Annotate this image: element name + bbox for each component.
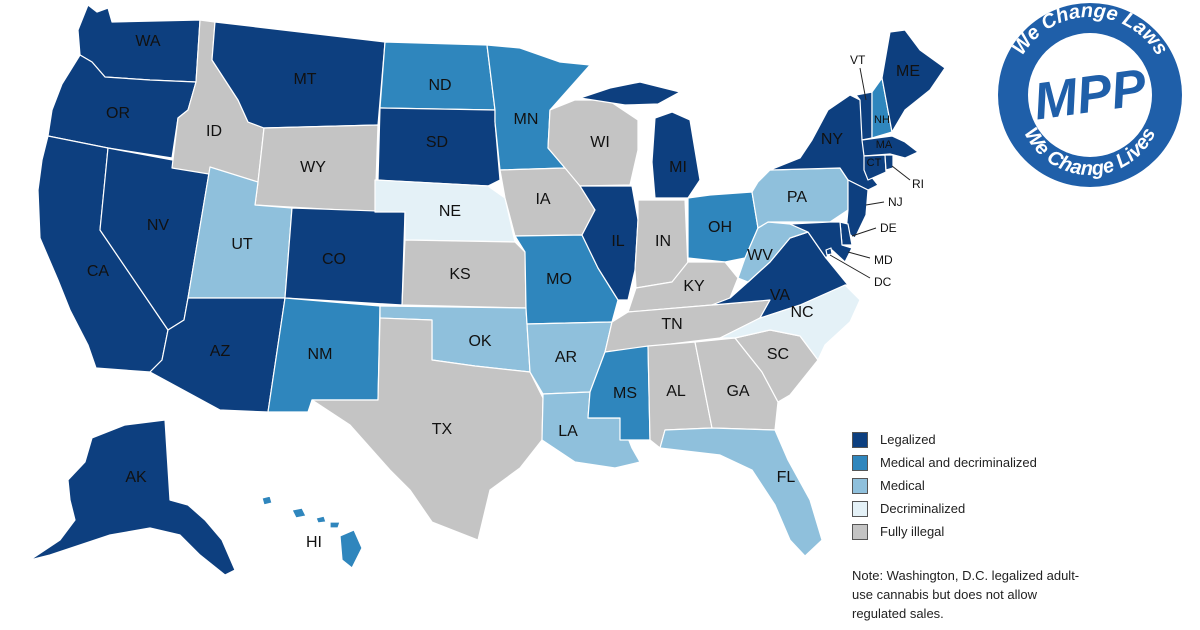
mpp-logo: We Change Laws We Change Lives MPP	[998, 0, 1182, 187]
state-MI	[579, 81, 701, 199]
leader-DC	[829, 254, 871, 279]
label-MT: MT	[293, 71, 316, 88]
state-labels: WA OR CA NV ID MT WY UT AZ CO NM ND SD N…	[87, 33, 920, 551]
leader-RI	[891, 165, 911, 181]
label-CT: CT	[867, 157, 882, 169]
label-SD: SD	[426, 134, 448, 151]
legend-label-decriminalized: Decriminalized	[880, 501, 966, 516]
label-ID: ID	[206, 123, 222, 140]
leader-DE	[851, 227, 877, 237]
label-WI: WI	[590, 134, 610, 151]
callout-DC: DC	[874, 275, 892, 289]
label-UT: UT	[231, 236, 253, 253]
legend-label-legalized: Legalized	[880, 432, 936, 447]
label-NY: NY	[821, 131, 844, 148]
leader-MD	[847, 251, 871, 259]
legend-swatch-legalized	[852, 431, 868, 448]
callout-RI: RI	[912, 177, 924, 191]
label-SC: SC	[767, 346, 789, 363]
callout-VT: VT	[850, 53, 866, 67]
label-TN: TN	[661, 316, 682, 333]
label-AL: AL	[666, 383, 686, 400]
label-CO: CO	[322, 251, 346, 268]
label-PA: PA	[787, 189, 807, 206]
logo-inner-disc	[1028, 33, 1152, 157]
label-WA: WA	[135, 33, 161, 50]
label-MO: MO	[546, 271, 572, 288]
label-MN: MN	[514, 111, 539, 128]
label-FL: FL	[777, 469, 796, 486]
label-IA: IA	[535, 191, 550, 208]
label-MI: MI	[669, 159, 687, 176]
legend-label-illegal: Fully illegal	[880, 524, 945, 539]
label-GA: GA	[726, 383, 749, 400]
state-HI	[261, 495, 363, 569]
state-NJ	[845, 179, 869, 239]
legend-swatch-medical-decrim	[852, 454, 868, 471]
label-CA: CA	[87, 263, 110, 280]
legend-label-medical: Medical	[880, 478, 925, 493]
state-MD	[789, 221, 853, 263]
label-LA: LA	[558, 423, 578, 440]
state-DC	[825, 247, 833, 256]
label-HI: HI	[306, 534, 322, 551]
label-OK: OK	[468, 333, 491, 350]
label-ND: ND	[428, 77, 451, 94]
state-FL	[659, 427, 823, 557]
label-IN: IN	[655, 233, 671, 250]
state-RI	[884, 154, 894, 171]
legend-swatch-medical	[852, 477, 868, 494]
legend-item-medical-decrim: Medical and decriminalized	[852, 451, 1037, 474]
label-IL: IL	[611, 233, 624, 250]
label-TX: TX	[432, 421, 453, 438]
state-callouts: VT RI NJ DE MD DC	[829, 53, 924, 289]
state-CT	[863, 154, 887, 181]
label-OH: OH	[708, 219, 732, 236]
label-WY: WY	[300, 159, 326, 176]
label-VA: VA	[770, 287, 790, 304]
label-NV: NV	[147, 217, 170, 234]
state-IL	[579, 185, 639, 301]
label-OR: OR	[106, 105, 130, 122]
label-MA: MA	[876, 139, 893, 151]
state-ND	[379, 41, 496, 111]
state-AK	[29, 419, 236, 576]
label-NH: NH	[874, 114, 890, 126]
label-NC: NC	[790, 304, 813, 321]
label-KS: KS	[449, 266, 470, 283]
leader-NJ	[865, 201, 885, 206]
label-AK: AK	[125, 469, 147, 486]
label-WV: WV	[747, 247, 773, 264]
state-ME	[881, 29, 946, 133]
callout-MD: MD	[874, 253, 893, 267]
label-KY: KY	[683, 278, 705, 295]
leader-VT	[859, 67, 867, 101]
map-note: Note: Washington, D.C. legalized adult-u…	[852, 568, 1080, 621]
legend-item-legalized: Legalized	[852, 428, 1037, 451]
label-NE: NE	[439, 203, 461, 220]
callout-DE: DE	[880, 221, 897, 235]
map-legend: Legalized Medical and decriminalized Med…	[852, 428, 1037, 543]
callout-NJ: NJ	[888, 195, 903, 209]
legend-item-illegal: Fully illegal	[852, 520, 1037, 543]
label-ME: ME	[896, 63, 920, 80]
legend-swatch-illegal	[852, 523, 868, 540]
label-NM: NM	[308, 346, 333, 363]
label-MS: MS	[613, 385, 637, 402]
legend-label-medical-decrim: Medical and decriminalized	[880, 455, 1037, 470]
state-TX	[311, 317, 544, 541]
legend-item-medical: Medical	[852, 474, 1037, 497]
label-AR: AR	[555, 349, 577, 366]
legend-swatch-decriminalized	[852, 500, 868, 517]
label-AZ: AZ	[210, 343, 231, 360]
legend-item-decriminalized: Decriminalized	[852, 497, 1037, 520]
